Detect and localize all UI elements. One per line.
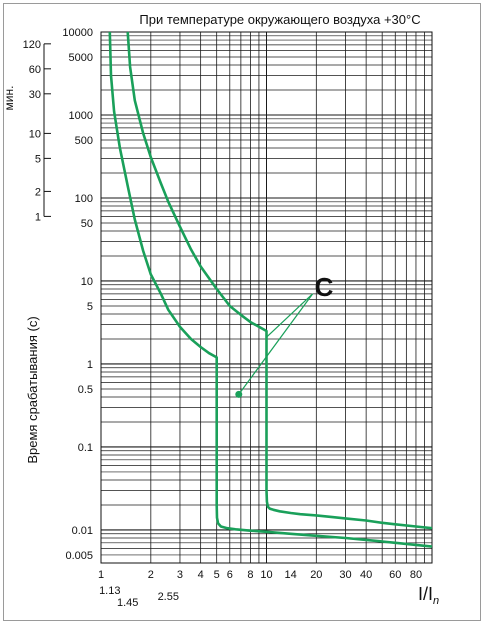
y-tick-label: 1 bbox=[87, 359, 93, 371]
minutes-axis: 120 60 30 10 5 2 1 bbox=[23, 39, 51, 223]
chart-title: При температуре окружающего воздуха +30°… bbox=[139, 12, 420, 27]
x-tick-label: 60 bbox=[389, 569, 401, 581]
y-tick-label: 50 bbox=[81, 218, 93, 230]
x-tick-label: 80 bbox=[410, 569, 422, 581]
minutes-tick-label: 60 bbox=[29, 64, 41, 76]
plot-border bbox=[100, 31, 433, 564]
minutes-tick-label: 2 bbox=[35, 186, 41, 198]
x-tick-label: 5 bbox=[214, 569, 220, 581]
vertical-grid bbox=[150, 32, 425, 563]
y-tick-label: 0.5 bbox=[78, 384, 93, 396]
annotation-dot bbox=[235, 390, 243, 398]
x-tick-label-bottom: 1.45 bbox=[117, 597, 138, 609]
x-axis-label-sub: n bbox=[433, 595, 439, 607]
trip-curve-lower-bound bbox=[108, 31, 433, 548]
x-tick-label: 6 bbox=[227, 569, 233, 581]
x-axis-label: I/In bbox=[418, 584, 439, 607]
minutes-tick-label: 30 bbox=[29, 89, 41, 101]
x-tick-label: 3 bbox=[177, 569, 183, 581]
y-tick-label: 0.01 bbox=[72, 525, 93, 537]
x-tick-label: 8 bbox=[247, 569, 253, 581]
trip-curve-upper-bound bbox=[126, 31, 433, 530]
x-axis-label-main: I/I bbox=[418, 584, 433, 604]
x-tick-label-bottom: 1.13 bbox=[99, 585, 120, 597]
minutes-axis-label: мин. bbox=[2, 86, 16, 111]
curve-annotation: C bbox=[235, 272, 334, 398]
y-axis-ticks: 10000 5000 1000 500 100 50 10 5 1 0.5 0.1 0.01 0.005 bbox=[62, 27, 93, 562]
x-tick-label: 4 bbox=[198, 569, 204, 581]
x-tick-label-bottom: 2.55 bbox=[158, 591, 179, 603]
annotation-leader-2 bbox=[266, 293, 314, 338]
y-tick-label: 10 bbox=[81, 276, 93, 288]
y-tick-label: 0.1 bbox=[78, 442, 93, 454]
minutes-tick-label: 5 bbox=[35, 153, 41, 165]
y-tick-label: 1000 bbox=[69, 110, 93, 122]
minutes-tick-label: 120 bbox=[23, 39, 41, 51]
x-tick-label: 40 bbox=[360, 569, 372, 581]
y-tick-label: 500 bbox=[75, 135, 93, 147]
y-tick-label: 5000 bbox=[69, 52, 93, 64]
y-axis-label: Время срабатывания (с) bbox=[25, 316, 40, 463]
chart-frame bbox=[3, 3, 481, 621]
x-tick-label: 2 bbox=[148, 569, 154, 581]
x-tick-label: 1 bbox=[98, 569, 104, 581]
minutes-tick-label: 1 bbox=[35, 211, 41, 223]
x-tick-label: 20 bbox=[310, 569, 322, 581]
annotation-leader-1 bbox=[238, 293, 314, 395]
x-axis-ticks: 1 2 3 4 5 6 8 10 14 20 30 40 60 80 1.131.45 2.55 bbox=[98, 569, 422, 609]
x-tick-label: 30 bbox=[339, 569, 351, 581]
y-tick-label: 0.005 bbox=[65, 550, 93, 562]
x-tick-label: 14 bbox=[285, 569, 297, 581]
y-tick-label: 5 bbox=[87, 301, 93, 313]
y-tick-label: 100 bbox=[75, 193, 93, 205]
trip-curves bbox=[108, 31, 433, 548]
x-tick-label: 10 bbox=[260, 569, 272, 581]
minutes-tick-label: 10 bbox=[29, 128, 41, 140]
annotation-label: C bbox=[315, 272, 334, 302]
y-tick-label: 10000 bbox=[62, 27, 93, 39]
